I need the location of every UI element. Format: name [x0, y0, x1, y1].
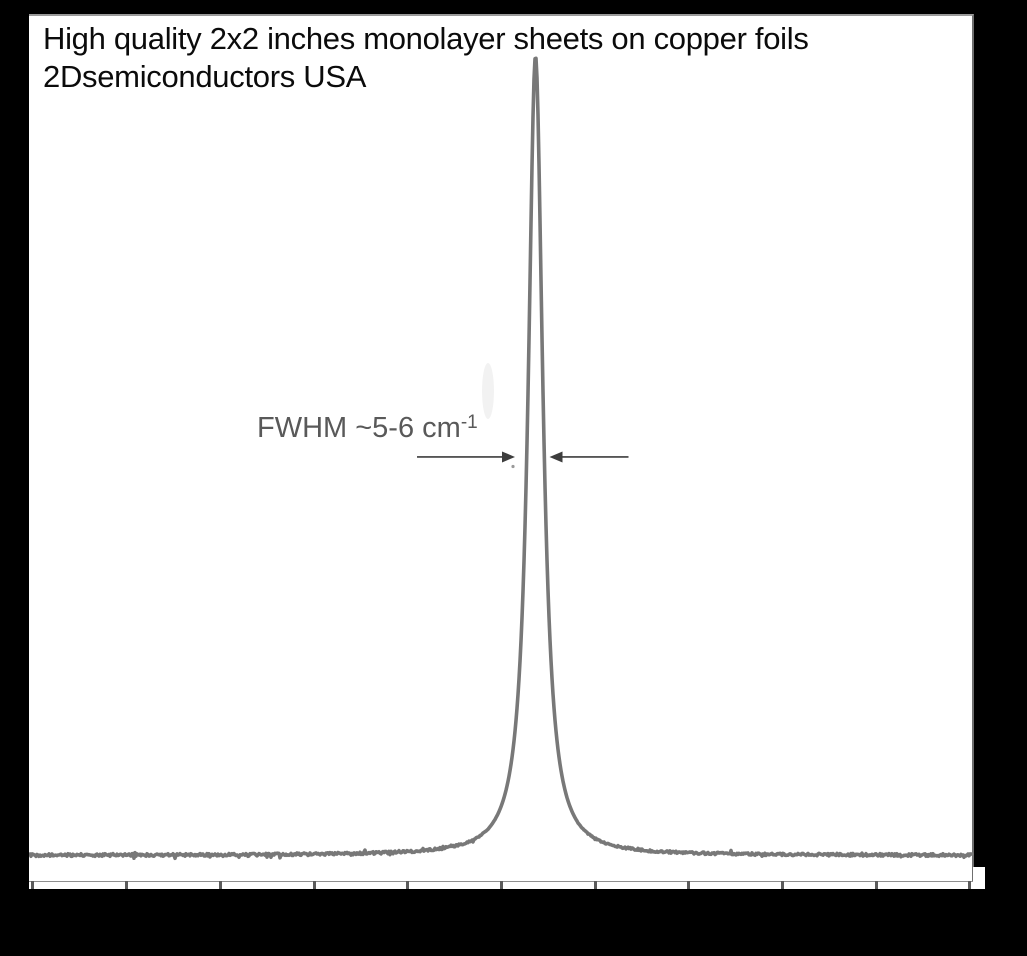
plot-area: High quality 2x2 inches monolayer sheets…	[29, 14, 974, 882]
fwhm-label-superscript: -1	[460, 412, 478, 433]
chart-title-line2: 2Dsemiconductors USA	[43, 59, 367, 94]
x-axis-tick	[781, 881, 785, 889]
raman-spectrum-curve	[29, 56, 974, 861]
x-axis-tick	[406, 881, 410, 889]
fwhm-arrows	[417, 451, 629, 469]
x-axis-tick	[499, 881, 503, 889]
faint-artifact	[482, 363, 494, 419]
x-axis-tick	[687, 881, 691, 889]
spectrum-plot	[29, 56, 974, 861]
x-axis-strip	[29, 881, 985, 889]
stray-dot-artifact	[511, 464, 515, 469]
x-axis-tick	[874, 881, 878, 889]
axis-corner-notch	[973, 867, 985, 882]
fwhm-right-arrowhead-icon	[549, 451, 563, 463]
chart-title: High quality 2x2 inches monolayer sheets…	[43, 20, 809, 96]
x-axis-tick	[31, 881, 35, 889]
x-axis-tick	[312, 881, 316, 889]
fwhm-label-text: FWHM ~5-6 cm	[257, 412, 461, 444]
x-axis-tick	[968, 881, 972, 889]
x-axis-tick	[218, 881, 222, 889]
x-axis-tick	[125, 881, 129, 889]
fwhm-label: FWHM ~5-6 cm-1	[257, 412, 478, 445]
x-axis-tick	[593, 881, 597, 889]
fwhm-left-arrowhead-icon	[502, 451, 516, 463]
chart-title-line1: High quality 2x2 inches monolayer sheets…	[43, 21, 809, 56]
